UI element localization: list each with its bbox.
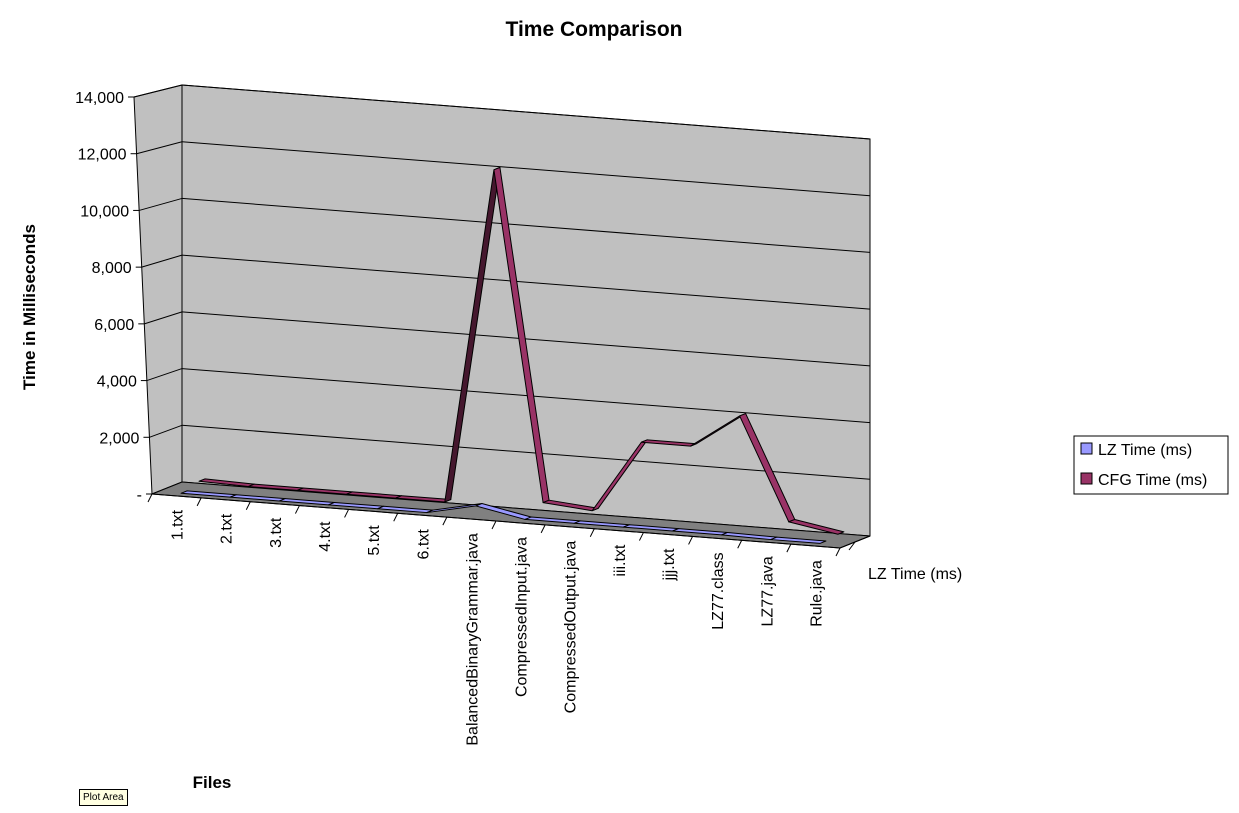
side-gridline <box>144 311 183 325</box>
legend-swatch-lz <box>1080 442 1093 455</box>
gridline <box>181 197 871 253</box>
category-label: 4.txt <box>317 521 334 552</box>
side-gridline <box>146 368 183 382</box>
y-tick-label: 2,000 <box>99 430 139 447</box>
series-segment <box>788 518 845 535</box>
legend-box <box>1073 435 1229 495</box>
category-label: LZ77.class <box>710 552 727 629</box>
gridline <box>181 424 871 480</box>
depth-tick-mark <box>848 541 856 551</box>
y-tick-label: 6,000 <box>94 317 134 334</box>
y-tick-label: 10,000 <box>80 203 129 220</box>
side-gridline <box>139 197 183 211</box>
x-tick-mark <box>442 516 448 526</box>
x-tick-mark <box>540 524 546 534</box>
category-label: Rule.java <box>808 560 825 627</box>
legend-label-lz: LZ Time (ms) <box>1098 442 1192 459</box>
y-axis-title: Time in Milliseconds <box>20 224 39 390</box>
x-tick-mark <box>491 520 497 530</box>
gridline <box>181 254 871 310</box>
side-wall <box>133 84 183 495</box>
x-tick-mark <box>245 501 251 510</box>
category-label: 6.txt <box>415 529 432 560</box>
category-label: iii.txt <box>612 544 629 577</box>
side-gridline <box>149 424 183 438</box>
category-label: CompressedOutput.java <box>563 541 580 714</box>
y-tick-label: 8,000 <box>92 260 132 277</box>
side-gridline <box>141 254 183 268</box>
x-tick-mark <box>393 513 399 522</box>
category-label: jjj.txt <box>661 548 678 582</box>
y-tick-label: 4,000 <box>97 374 137 391</box>
side-gridline <box>133 84 183 98</box>
legend-label-cfg: CFG Time (ms) <box>1098 472 1207 489</box>
category-label: LZ77.java <box>759 556 776 626</box>
x-axis-title: Files <box>193 773 232 792</box>
gridline <box>181 311 871 367</box>
gridline <box>181 84 871 140</box>
x-tick-mark <box>688 536 694 545</box>
x-tick-mark <box>147 493 153 503</box>
series-segment <box>770 536 827 544</box>
category-label: 3.txt <box>268 517 285 548</box>
chart-title: Time Comparison <box>506 18 683 41</box>
side-gridline <box>136 141 183 155</box>
category-label: 2.txt <box>219 513 236 544</box>
category-label: CompressedInput.java <box>514 537 531 697</box>
y-tick-label: 14,000 <box>75 90 124 107</box>
legend-swatch-cfg <box>1080 472 1093 485</box>
legend: LZ Time (ms) CFG Time (ms) <box>1073 435 1229 495</box>
gridline <box>181 368 871 424</box>
x-tick-mark <box>737 540 743 549</box>
depth-axis-label: LZ Time (ms) <box>868 566 962 583</box>
x-tick-mark <box>294 505 300 514</box>
x-tick-mark <box>638 532 644 541</box>
x-tick-mark <box>786 543 792 553</box>
x-tick-mark <box>589 528 595 537</box>
gridline <box>181 141 871 197</box>
y-tick-label: - <box>137 487 142 504</box>
x-tick-mark <box>835 547 841 557</box>
category-label: BalancedBinaryGrammar.java <box>464 533 481 746</box>
category-label: 1.txt <box>170 509 187 540</box>
plot-area-tooltip: Plot Area <box>79 789 128 806</box>
y-tick-label: 12,000 <box>78 147 127 164</box>
x-tick-mark <box>196 497 202 507</box>
category-label: 5.txt <box>366 525 383 556</box>
x-tick-mark <box>344 509 350 518</box>
